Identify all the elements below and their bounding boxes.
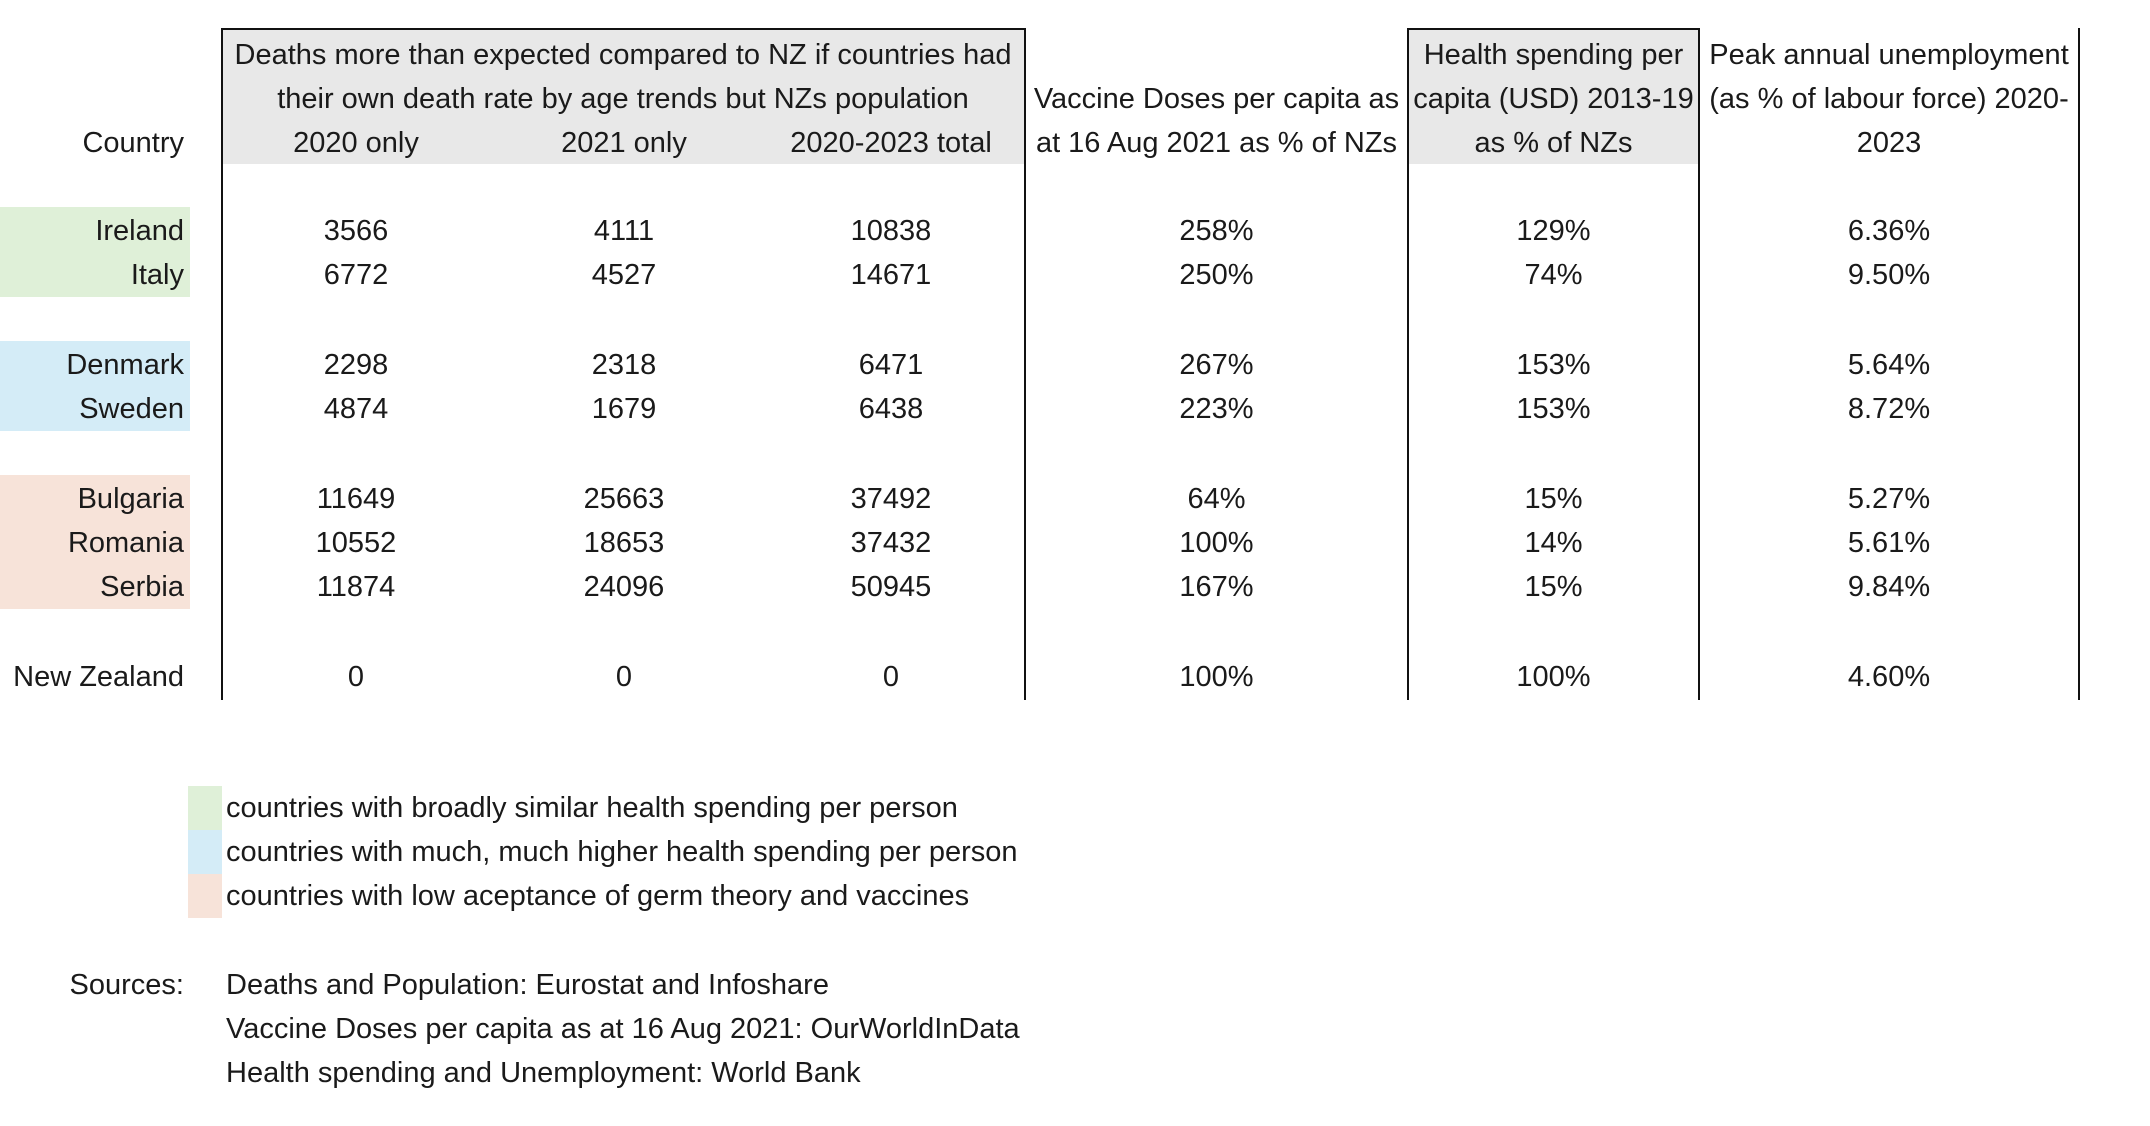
legend-label-similar: countries with broadly similar health sp… bbox=[226, 792, 958, 824]
cell-country: Ireland bbox=[95, 215, 184, 247]
cell-unemployment: 9.50% bbox=[1847, 259, 1931, 291]
cell-health: 15% bbox=[1524, 571, 1583, 603]
cell-unemployment: 5.64% bbox=[1847, 349, 1931, 381]
cell-deaths-2020: 6772 bbox=[323, 259, 389, 291]
border-top-deaths bbox=[221, 28, 1026, 30]
cell-health: 129% bbox=[1516, 215, 1591, 247]
source-line-deaths: Deaths and Population: Eurostat and Info… bbox=[226, 969, 829, 1001]
cell-vaccine: 258% bbox=[1179, 215, 1254, 247]
legend-swatch-higher bbox=[188, 830, 222, 874]
cell-health: 15% bbox=[1524, 483, 1583, 515]
cell-deaths-2021: 0 bbox=[615, 661, 633, 693]
header-col-2021: 2021 only bbox=[561, 127, 687, 159]
cell-country: Romania bbox=[67, 527, 184, 559]
cell-vaccine: 64% bbox=[1187, 483, 1246, 515]
cell-vaccine: 100% bbox=[1179, 661, 1254, 693]
band-similar-spending bbox=[0, 207, 190, 297]
cell-vaccine: 250% bbox=[1179, 259, 1254, 291]
cell-deaths-total: 10838 bbox=[850, 215, 932, 247]
legend-label-low: countries with low aceptance of germ the… bbox=[226, 880, 970, 912]
header-country: Country bbox=[82, 127, 184, 159]
header-vaccine-line2: at 16 Aug 2021 as % of NZs bbox=[1035, 127, 1398, 159]
border-left-deaths bbox=[221, 28, 223, 700]
cell-deaths-total: 50945 bbox=[850, 571, 932, 603]
cell-deaths-2021: 18653 bbox=[583, 527, 665, 559]
legend-swatch-low bbox=[188, 874, 222, 918]
cell-deaths-2020: 0 bbox=[347, 661, 365, 693]
header-unemp-line3: 2023 bbox=[1856, 127, 1922, 159]
cell-deaths-total: 37492 bbox=[850, 483, 932, 515]
cell-vaccine: 267% bbox=[1179, 349, 1254, 381]
cell-unemployment: 5.27% bbox=[1847, 483, 1931, 515]
cell-deaths-2021: 1679 bbox=[591, 393, 657, 425]
cell-health: 153% bbox=[1516, 349, 1591, 381]
cell-deaths-2021: 4527 bbox=[591, 259, 657, 291]
cell-health: 100% bbox=[1516, 661, 1591, 693]
border-right-health bbox=[1698, 28, 1700, 700]
header-col-total: 2020-2023 total bbox=[790, 127, 992, 159]
cell-country: Bulgaria bbox=[77, 483, 184, 515]
health-header-bg bbox=[1408, 30, 1698, 164]
cell-unemployment: 6.36% bbox=[1847, 215, 1931, 247]
cell-health: 14% bbox=[1524, 527, 1583, 559]
sources-label: Sources: bbox=[69, 969, 184, 1001]
header-health-line2: capita (USD) 2013-19 bbox=[1413, 83, 1694, 115]
header-vaccine-line1: Vaccine Doses per capita as bbox=[1033, 83, 1400, 115]
source-line-health: Health spending and Unemployment: World … bbox=[226, 1057, 861, 1089]
border-right-deaths bbox=[1024, 28, 1026, 700]
deaths-header-bg bbox=[222, 30, 1024, 164]
band-low-acceptance bbox=[0, 475, 190, 609]
header-unemp-line2: (as % of labour force) 2020- bbox=[1709, 83, 2069, 115]
cell-unemployment: 4.60% bbox=[1847, 661, 1931, 693]
cell-unemployment: 8.72% bbox=[1847, 393, 1931, 425]
cell-deaths-2020: 11649 bbox=[316, 483, 396, 515]
cell-vaccine: 100% bbox=[1179, 527, 1254, 559]
cell-unemployment: 9.84% bbox=[1847, 571, 1931, 603]
cell-deaths-2020: 2298 bbox=[323, 349, 389, 381]
cell-deaths-total: 0 bbox=[882, 661, 900, 693]
cell-deaths-2020: 3566 bbox=[323, 215, 389, 247]
cell-deaths-2021: 24096 bbox=[583, 571, 665, 603]
cell-deaths-total: 14671 bbox=[850, 259, 932, 291]
header-deaths-line2: their own death rate by age trends but N… bbox=[277, 83, 969, 115]
border-top-health bbox=[1407, 28, 1700, 30]
cell-country: Sweden bbox=[79, 393, 184, 425]
cell-deaths-2021: 25663 bbox=[583, 483, 665, 515]
cell-health: 153% bbox=[1516, 393, 1591, 425]
cell-deaths-2021: 4111 bbox=[593, 215, 655, 247]
cell-deaths-total: 6438 bbox=[858, 393, 924, 425]
cell-country: Serbia bbox=[100, 571, 184, 603]
cell-health: 74% bbox=[1524, 259, 1583, 291]
band-higher-spending bbox=[0, 341, 190, 431]
legend-swatch-similar bbox=[188, 786, 222, 830]
cell-vaccine: 167% bbox=[1179, 571, 1254, 603]
cell-country: New Zealand bbox=[13, 661, 184, 693]
cell-deaths-2021: 2318 bbox=[591, 349, 657, 381]
source-line-vaccine: Vaccine Doses per capita as at 16 Aug 20… bbox=[226, 1013, 1020, 1045]
border-right-unemp bbox=[2078, 28, 2080, 700]
cell-deaths-2020: 11874 bbox=[316, 571, 396, 603]
legend-label-higher: countries with much, much higher health … bbox=[226, 836, 1018, 868]
cell-country: Italy bbox=[130, 259, 184, 291]
border-right-vaccine bbox=[1407, 28, 1409, 700]
header-deaths-line1: Deaths more than expected compared to NZ… bbox=[234, 39, 1012, 71]
cell-vaccine: 223% bbox=[1179, 393, 1254, 425]
cell-deaths-total: 6471 bbox=[858, 349, 924, 381]
cell-deaths-2020: 4874 bbox=[323, 393, 389, 425]
header-health-line1: Health spending per bbox=[1423, 39, 1684, 71]
cell-country: Denmark bbox=[66, 349, 184, 381]
cell-deaths-2020: 10552 bbox=[315, 527, 397, 559]
cell-deaths-total: 37432 bbox=[850, 527, 932, 559]
header-col-2020: 2020 only bbox=[293, 127, 419, 159]
header-unemp-line1: Peak annual unemployment bbox=[1709, 39, 2069, 71]
cell-unemployment: 5.61% bbox=[1847, 527, 1931, 559]
header-health-line3: as % of NZs bbox=[1474, 127, 1633, 159]
